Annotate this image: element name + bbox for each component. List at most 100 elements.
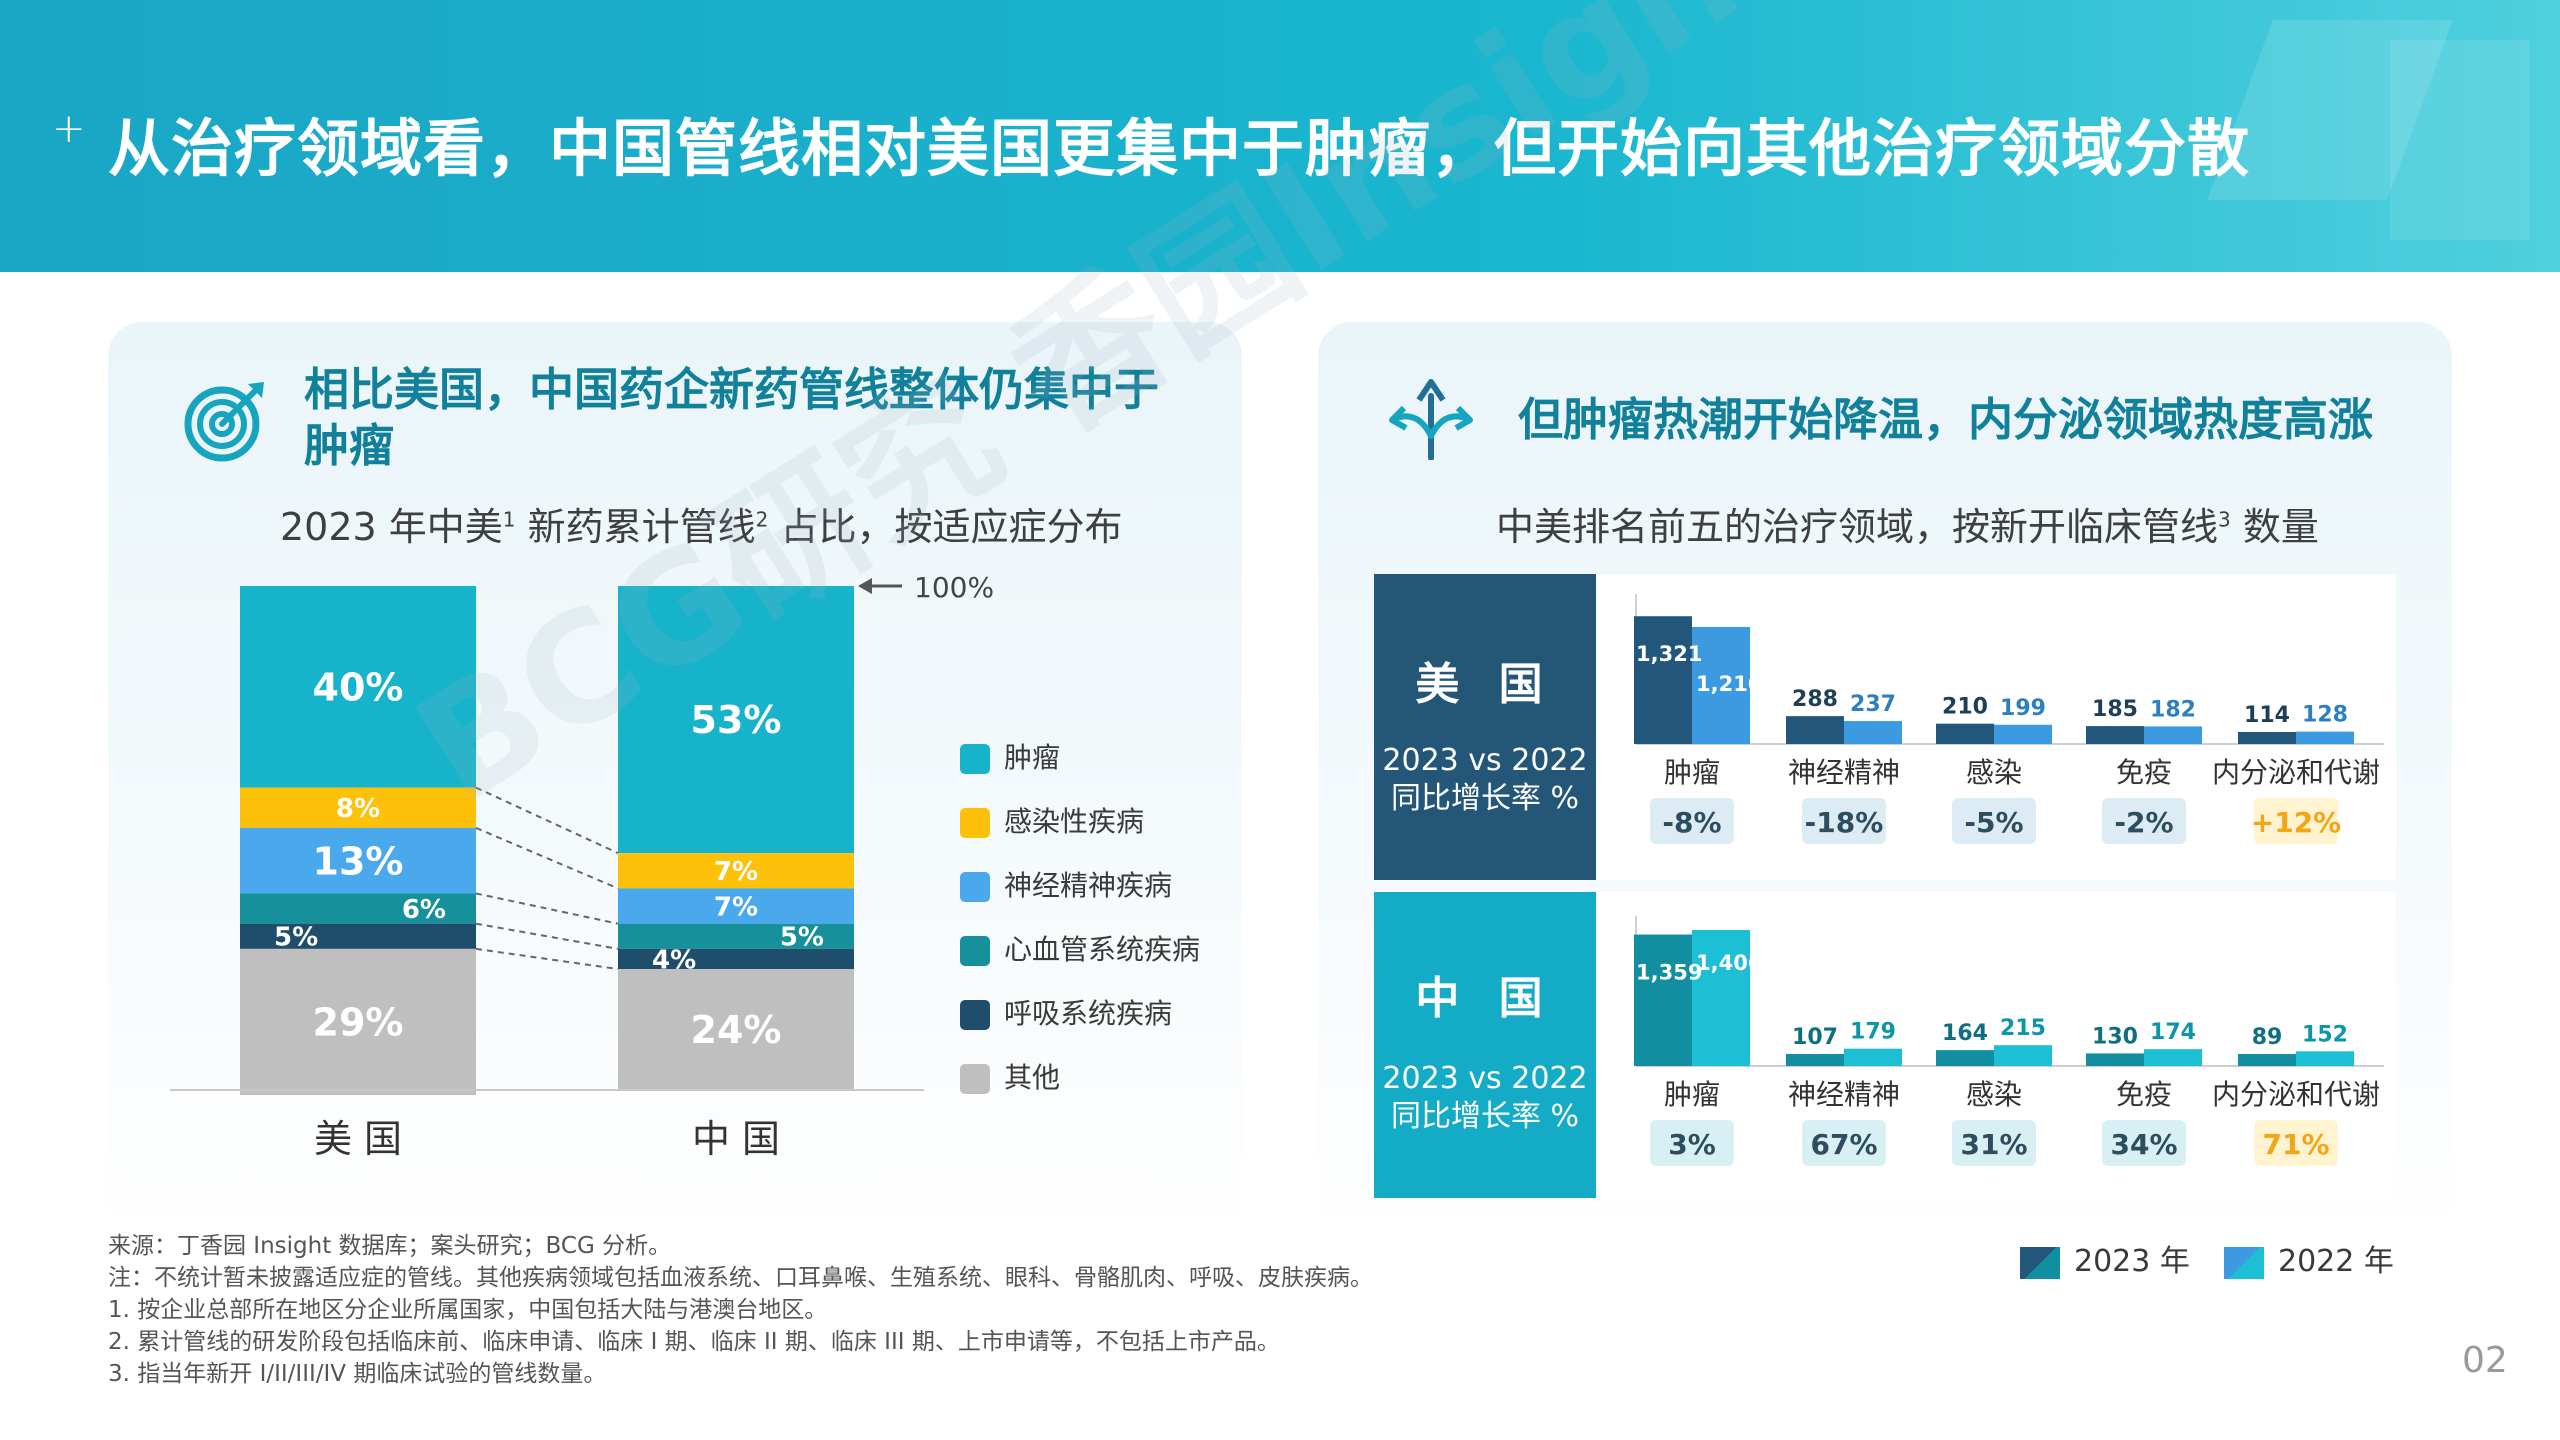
bar-segment xyxy=(618,888,854,924)
page-number: 02 xyxy=(2462,1340,2508,1381)
bar-2023 xyxy=(1936,1050,1994,1066)
growth-badge xyxy=(1952,1120,2036,1166)
x-axis-label: 中 国 xyxy=(692,1117,780,1161)
legend-label: 心血管系统疾病 xyxy=(1004,933,1201,966)
legend-swatch xyxy=(960,936,990,966)
note-line: 2. 累计管线的研发阶段包括临床前、临床申请、临床 I 期、临床 II 期、临床… xyxy=(108,1329,1280,1355)
growth-value: -2% xyxy=(2114,806,2173,839)
note-line: 3. 指当年新开 I/II/III/IV 期临床试验的管线数量。 xyxy=(108,1361,607,1387)
bar-data-label: 182 xyxy=(2150,697,2196,722)
bar-data-label: 1,210 xyxy=(1696,672,1762,696)
bar-2023 xyxy=(1936,723,1994,744)
footnotes: 来源：丁香园 Insight 数据库；案头研究；BCG 分析。 注：不统计暂未披… xyxy=(108,1230,1373,1390)
growth-value: +12% xyxy=(2251,806,2341,839)
connector-line xyxy=(475,922,619,950)
bar-2023 xyxy=(2238,1054,2296,1066)
bar-2023 xyxy=(2238,732,2296,744)
bar-data-label: 107 xyxy=(1792,1025,1838,1050)
right-subtitle-b: 数量 xyxy=(2230,505,2319,549)
note-line: 1. 按企业总部所在地区分企业所属国家，中国包括大陆与港澳台地区。 xyxy=(108,1297,828,1323)
bar-segment xyxy=(240,948,476,1096)
bar-segment xyxy=(618,948,854,970)
bar-data-label: 8% xyxy=(336,794,380,824)
legend-label: 2022 年 xyxy=(2278,1244,2394,1279)
growth-value: 31% xyxy=(1960,1128,2027,1161)
legend-swatch-2023 xyxy=(2020,1246,2060,1279)
bar-2022 xyxy=(2144,1049,2202,1066)
growth-badge xyxy=(1650,798,1734,844)
bar-data-label: 164 xyxy=(1942,1021,1988,1046)
legend-item-infectious: 感染性疾病 xyxy=(960,800,1144,840)
legend-label: 肿瘤 xyxy=(1004,741,1061,774)
bar-data-label: 237 xyxy=(1850,692,1896,717)
growth-badge xyxy=(1650,1120,1734,1166)
growth-value: 71% xyxy=(2262,1128,2329,1161)
bar-2023 xyxy=(1634,934,1692,1066)
x-axis-label: 内分泌和代谢 xyxy=(2212,756,2380,789)
connector-line xyxy=(475,892,619,925)
growth-value: 34% xyxy=(2110,1128,2177,1161)
bar-segment xyxy=(240,827,476,894)
bar-segment xyxy=(618,853,854,889)
us-compare-line2: 同比增长率 % xyxy=(1390,781,1580,816)
bar-segment xyxy=(618,586,854,854)
x-axis-label: 感染 xyxy=(1966,1078,2022,1111)
bar-data-label: 13% xyxy=(313,839,404,883)
growth-badge xyxy=(1952,798,2036,844)
legend-item-tumor: 肿瘤 xyxy=(960,736,1060,776)
bar-2023 xyxy=(1786,716,1844,744)
bar-data-label: 1,321 xyxy=(1636,642,1702,666)
legend-swatch xyxy=(960,1064,990,1094)
legend-label: 呼吸系统疾病 xyxy=(1004,997,1173,1030)
bar-data-label: 128 xyxy=(2302,703,2348,728)
growth-badge xyxy=(2254,1120,2338,1166)
right-subtitle: 中美排名前五的治疗领域，按新开临床管线3 数量 xyxy=(1496,496,2319,551)
footnote-ref: 3 xyxy=(2218,507,2231,532)
legend-item-other: 其他 xyxy=(960,1056,1060,1096)
bar-2022 xyxy=(1692,930,1750,1066)
cn-compare-line2: 同比增长率 % xyxy=(1390,1099,1580,1134)
bar-data-label: 40% xyxy=(313,665,404,709)
legend-2023: 2023 年 xyxy=(2020,1236,2190,1280)
arrow-label: 100% xyxy=(914,571,994,604)
header-banner: + 从治疗领域看，中国管线相对美国更集中于肿瘤，但开始向其他治疗领域分散 xyxy=(0,0,2560,272)
bar-2022 xyxy=(1994,724,2052,744)
left-subtitle-b: 新药累计管线 xyxy=(515,505,756,549)
target-icon xyxy=(184,382,264,462)
bar-segment xyxy=(240,586,476,788)
bar-2022 xyxy=(2296,731,2354,744)
bar-data-label: 7% xyxy=(714,892,758,922)
growth-badge xyxy=(1802,1120,1886,1166)
growth-badge xyxy=(2102,1120,2186,1166)
legend-label: 感染性疾病 xyxy=(1004,805,1145,838)
bar-data-label: 5% xyxy=(780,923,824,953)
us-compare-line1: 2023 vs 2022 xyxy=(1382,743,1588,778)
bar-data-label: 29% xyxy=(313,1001,404,1045)
bar-data-label: 53% xyxy=(691,698,782,742)
cn-compare-line1: 2023 vs 2022 xyxy=(1382,1061,1588,1096)
right-subtitle-a: 中美排名前五的治疗领域，按新开临床管线 xyxy=(1496,505,2219,549)
bar-data-label: 6% xyxy=(402,895,446,925)
footnote-ref: 2 xyxy=(755,507,769,532)
left-subtitle-c: 占比，按适应症分布 xyxy=(768,505,1123,549)
us-row-label: 美 国 2023 vs 2022 同比增长率 % xyxy=(1374,574,1596,880)
growth-badge xyxy=(2254,798,2338,844)
legend-swatch xyxy=(960,808,990,838)
arrow-head xyxy=(858,578,872,594)
diverging-arrows-icon xyxy=(1389,379,1473,460)
bar-data-label: 5% xyxy=(274,923,318,953)
bar-data-label: 89 xyxy=(2252,1025,2283,1050)
bar-data-label: 174 xyxy=(2150,1020,2196,1045)
bar-2022 xyxy=(1692,626,1750,744)
bar-data-label: 185 xyxy=(2092,697,2138,722)
us-label: 美 国 xyxy=(1415,659,1555,710)
legend-label: 2023 年 xyxy=(2074,1244,2190,1279)
x-axis-label: 感染 xyxy=(1966,756,2022,789)
legend-swatch xyxy=(960,744,990,774)
x-axis-label: 免疫 xyxy=(2116,1078,2172,1111)
banner-decoration xyxy=(2390,40,2530,240)
legend-swatch xyxy=(960,1000,990,1030)
bar-data-label: 130 xyxy=(2092,1024,2138,1049)
growth-value: -5% xyxy=(1964,806,2023,839)
